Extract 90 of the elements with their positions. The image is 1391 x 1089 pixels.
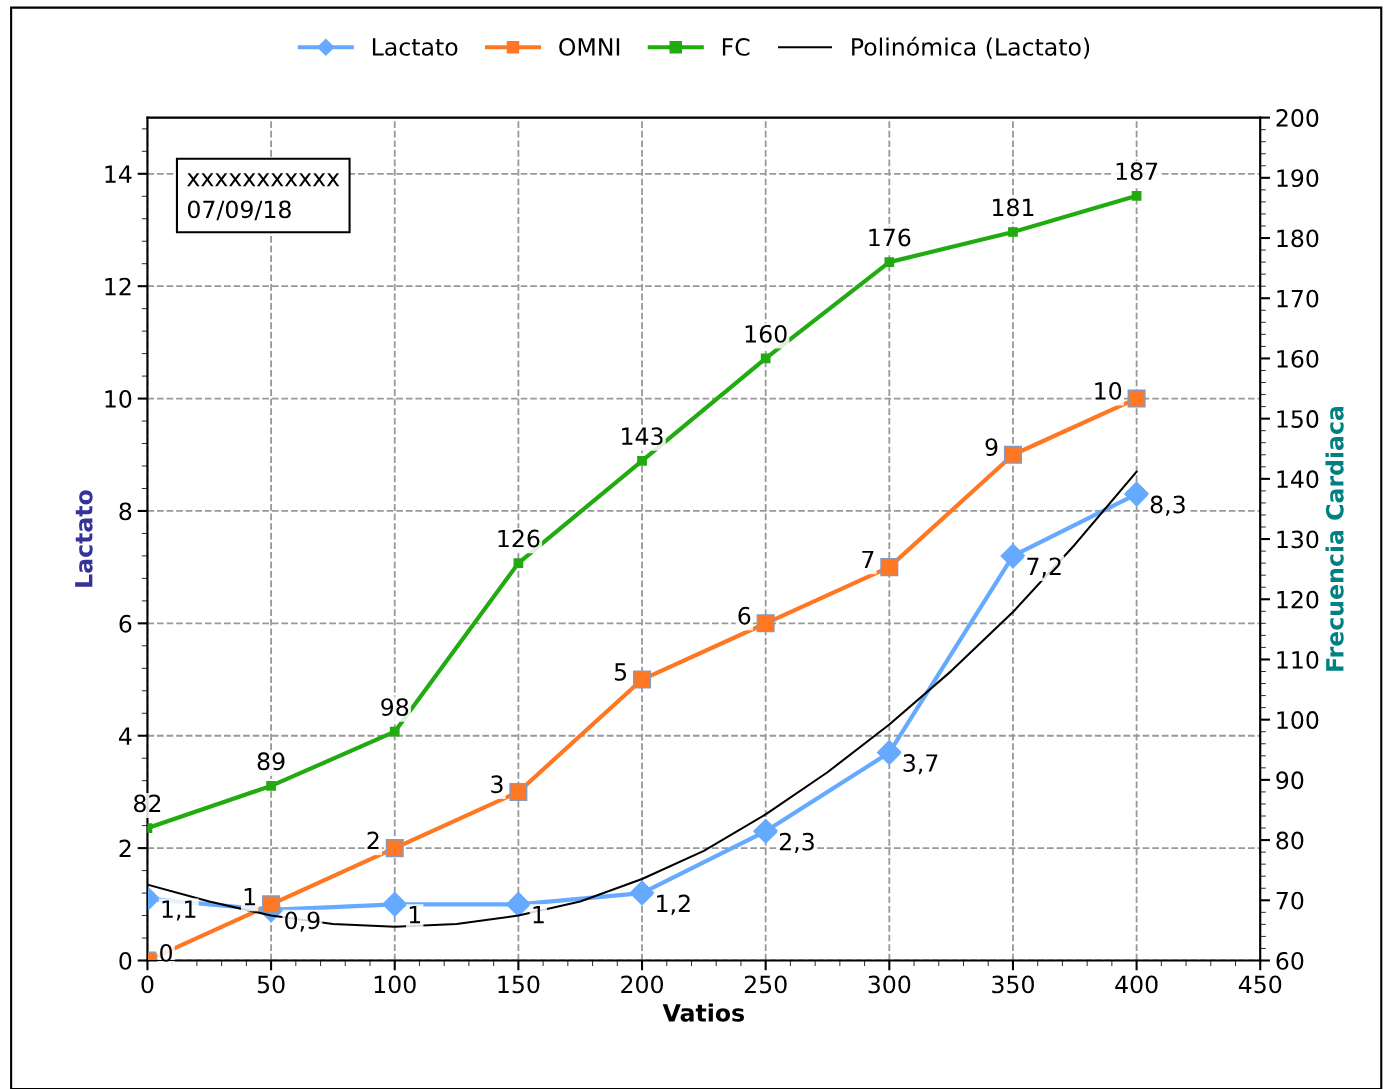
data-label: 1 (533, 906, 544, 924)
data-label: 5 (614, 663, 627, 681)
data-label: 98 (381, 698, 409, 717)
y2-tick-label: 140 (1277, 470, 1319, 489)
y2-tick-label: 120 (1277, 590, 1319, 609)
y-axis-title: Lactato (75, 490, 93, 587)
y2-tick-label: 170 (1277, 289, 1319, 308)
y-tick-label: 4 (118, 727, 132, 745)
point (1131, 191, 1142, 201)
y2-tick-label: 70 (1276, 891, 1304, 910)
y-tick-label: 8 (119, 502, 132, 521)
data-label: 82 (134, 794, 161, 813)
x-tick-label: 200 (621, 975, 663, 994)
x-tick-label: 150 (498, 975, 540, 994)
legend-label: Lactato (372, 38, 458, 56)
data-label: 1,1 (162, 900, 196, 921)
data-label: 143 (622, 427, 663, 446)
point (1127, 389, 1146, 408)
x-axis-title: Vatios (662, 1003, 745, 1022)
data-label: 160 (745, 324, 787, 343)
data-label: 0,9 (285, 911, 320, 932)
data-label: 10 (1095, 382, 1122, 400)
point (753, 818, 779, 844)
y-tick-label: 10 (105, 390, 132, 408)
point (756, 614, 775, 633)
point (876, 740, 902, 766)
data-label: 1 (409, 906, 421, 924)
y2-tick-label: 60 (1276, 951, 1304, 970)
point (513, 558, 524, 568)
x-tick-label: 0 (141, 975, 154, 994)
point (637, 455, 647, 466)
data-label: 1 (244, 888, 256, 906)
point (385, 839, 404, 858)
legend-label: OMNI (559, 38, 620, 56)
point (1124, 481, 1150, 507)
legend-label: Polinómica (Lactato) (852, 36, 1090, 59)
point (382, 891, 408, 917)
point (880, 558, 899, 577)
point (1000, 543, 1026, 569)
y-tick-label: 6 (119, 614, 132, 633)
point (1003, 445, 1022, 464)
data-label: 1,2 (657, 894, 690, 915)
x-tick-label: 350 (992, 975, 1034, 994)
data-label: 6 (738, 606, 751, 625)
data-label: 181 (993, 198, 1034, 217)
legend-label: FC (722, 38, 750, 56)
y2-tick-label: 130 (1277, 530, 1319, 549)
point (1008, 227, 1018, 237)
y2-tick-label: 100 (1277, 711, 1319, 729)
point (262, 895, 281, 914)
data-label: 176 (869, 228, 911, 247)
data-label: 8,3 (1150, 495, 1185, 516)
y2-tick-label: 200 (1276, 109, 1319, 127)
point (389, 726, 400, 737)
point (505, 891, 531, 917)
point (266, 781, 276, 791)
data-label: 3,7 (903, 754, 938, 775)
point (884, 257, 895, 267)
y-tick-label: 2 (119, 839, 131, 858)
y2-tick-label: 160 (1277, 349, 1319, 368)
x-tick-label: 300 (868, 975, 911, 994)
data-label: 3 (491, 775, 503, 794)
data-label: 7,2 (1027, 557, 1061, 578)
y2-tick-label: 80 (1276, 831, 1304, 850)
y-tick-label: 0 (119, 951, 132, 970)
x-tick-label: 400 (1115, 975, 1158, 994)
data-label: 7 (862, 550, 874, 569)
data-label: 187 (1116, 162, 1158, 181)
y2-axis-title: Frecuencia Cardiaca (1325, 406, 1344, 671)
y-tick-label: 14 (105, 165, 132, 183)
data-label: 2 (367, 831, 379, 850)
y2-tick-label: 90 (1276, 771, 1304, 790)
point (632, 670, 652, 689)
y2-tick-label: 150 (1277, 410, 1319, 428)
x-tick-label: 250 (744, 975, 787, 994)
y2-tick-label: 110 (1277, 650, 1319, 669)
data-label: 89 (257, 752, 285, 771)
data-label: 9 (985, 438, 998, 457)
x-tick-label: 100 (374, 975, 416, 994)
data-label: 126 (498, 529, 540, 548)
y-tick-label: 12 (105, 277, 131, 296)
x-tick-label: 50 (257, 975, 285, 994)
point (760, 353, 771, 364)
data-label: 2,3 (779, 832, 814, 854)
annotation: xxxxxxxxxxx 07/09/18 (187, 173, 340, 221)
y2-tick-label: 180 (1277, 229, 1319, 248)
point (509, 782, 528, 801)
point (629, 880, 655, 906)
x-tick-label: 450 (1238, 975, 1282, 994)
y2-tick-label: 190 (1277, 169, 1319, 188)
